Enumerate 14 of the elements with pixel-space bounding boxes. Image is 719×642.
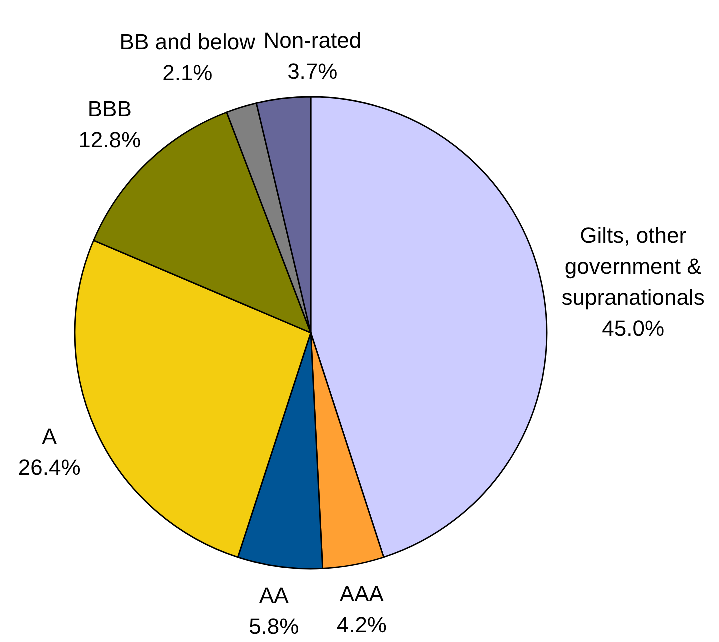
slice-label: Gilts, other government & supranationals [562,223,705,310]
data-label: 26.4% [18,455,81,480]
slice-label: Non-rated [264,28,362,53]
slice-label: AA [259,582,290,608]
slice-label: BB and below [120,30,256,55]
data-label: 12.8% [78,127,142,152]
data-label: 5.8% [249,614,300,639]
slice-label: BBB [88,96,132,122]
data-label: 4.2% [336,612,387,638]
data-label: 2.1% [162,60,213,86]
slice-label: AAA [340,582,384,607]
data-label: 45.0% [602,316,665,342]
slice-label: A [42,424,58,450]
data-label: 3.7% [288,58,338,84]
